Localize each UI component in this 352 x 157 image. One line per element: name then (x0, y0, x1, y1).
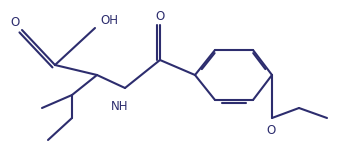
Text: NH: NH (111, 100, 129, 113)
Text: O: O (266, 124, 276, 136)
Text: O: O (155, 10, 165, 22)
Text: OH: OH (100, 14, 118, 27)
Text: O: O (10, 16, 20, 29)
